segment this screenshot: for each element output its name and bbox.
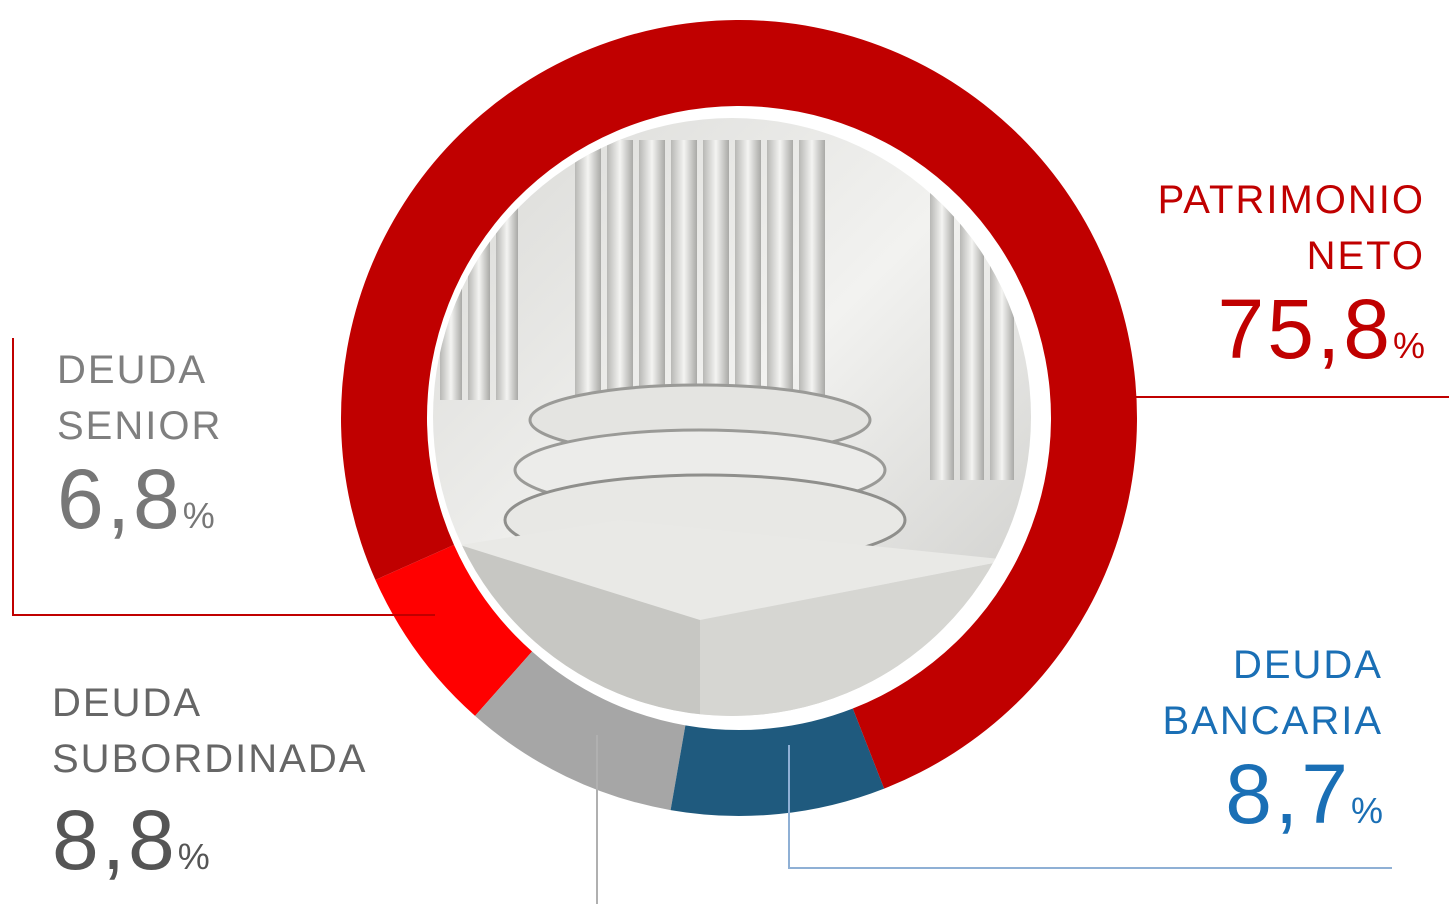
value-line: 75,8% — [1105, 284, 1425, 391]
unit-label: % — [183, 495, 215, 536]
value-label: 8,8 — [52, 793, 178, 887]
unit-label: % — [1351, 790, 1383, 831]
category-name: DEUDA SENIOR — [57, 342, 257, 454]
value-line: 8,7% — [1083, 749, 1383, 856]
column-photo — [430, 115, 1035, 720]
page: (() => { const data = JSON.parse(documen… — [0, 0, 1449, 904]
value-label: 6,8 — [57, 452, 183, 546]
category-name: DEUDA SUBORDINADA — [52, 675, 412, 787]
category-name: PATRIMONIO NETO — [1105, 172, 1425, 284]
value-label: 75,8 — [1217, 282, 1393, 376]
unit-label: % — [178, 836, 210, 877]
value-label: 8,7 — [1225, 747, 1351, 841]
value-line: 8,8% — [52, 795, 412, 902]
category-name: DEUDA BANCARIA — [1083, 637, 1383, 749]
unit-label: % — [1393, 325, 1425, 366]
value-line: 6,8% — [57, 454, 257, 561]
donut-segment — [671, 709, 885, 816]
